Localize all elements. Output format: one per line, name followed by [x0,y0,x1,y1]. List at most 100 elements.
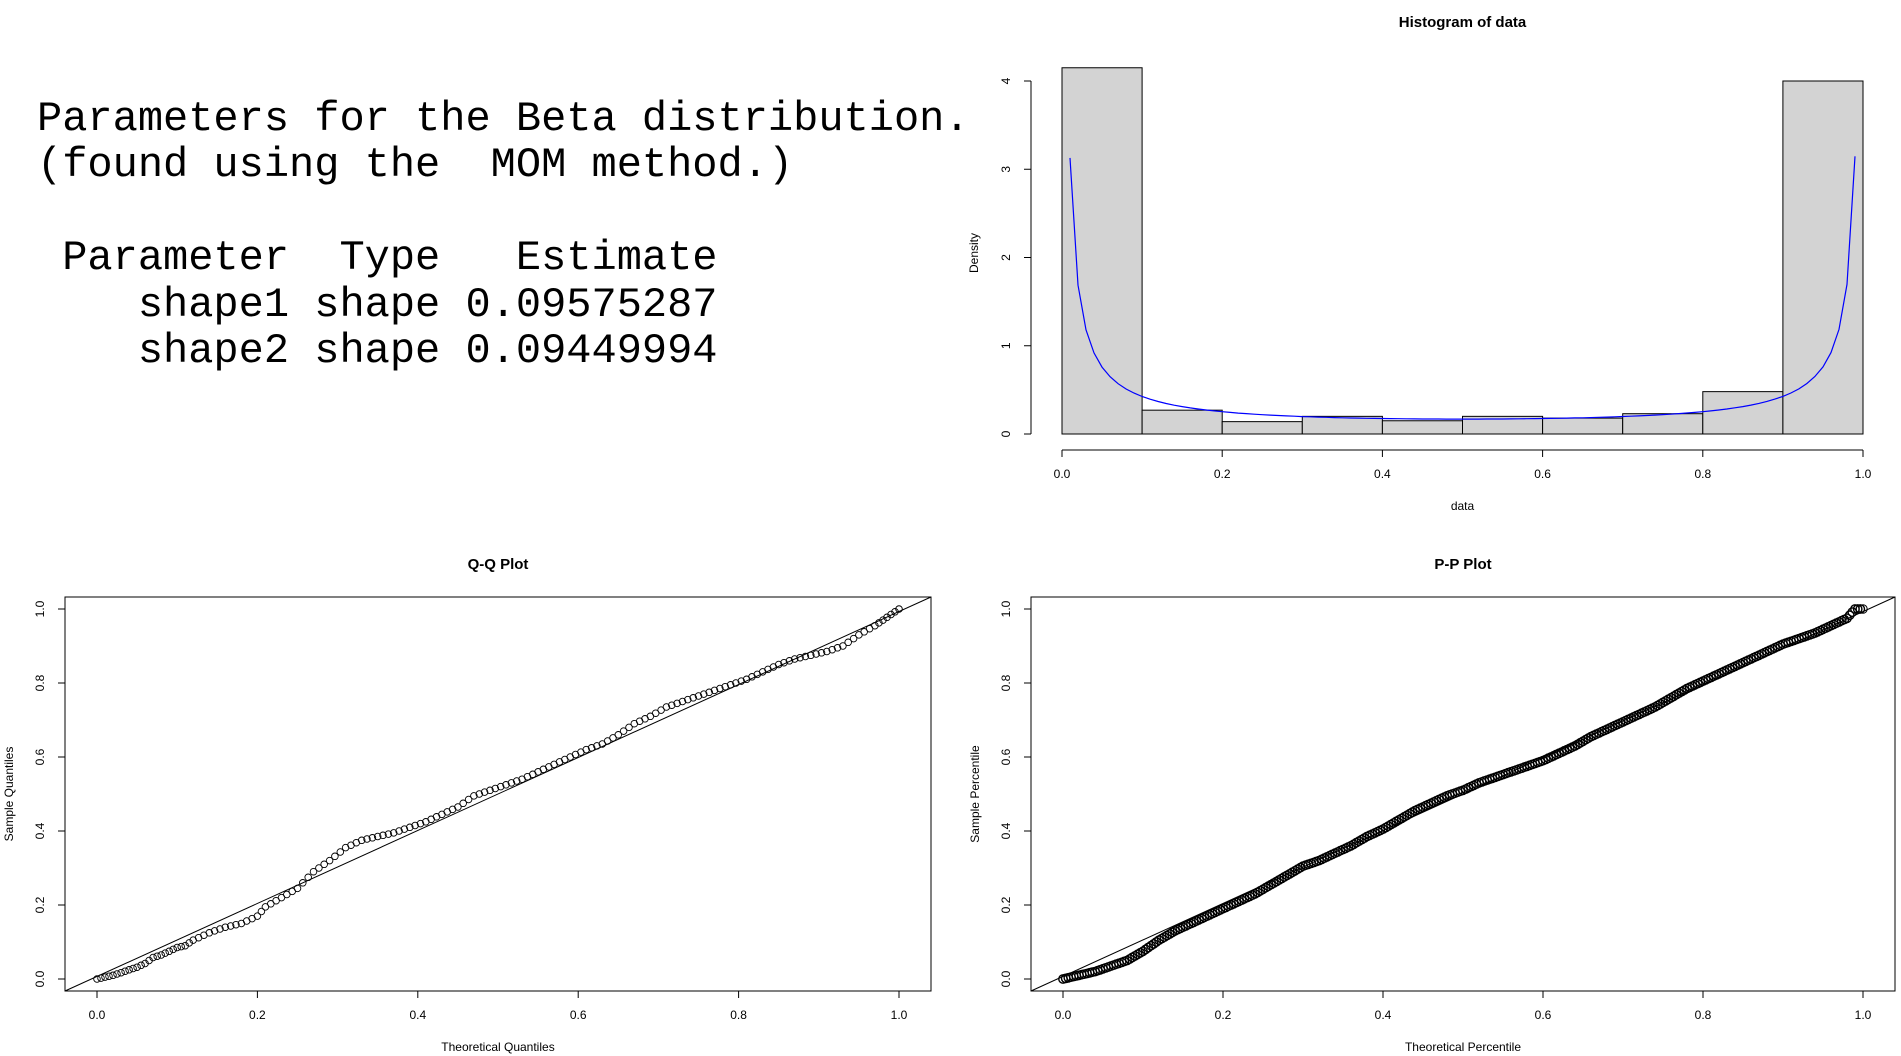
qq-plot-point [496,782,505,791]
pp-plot-point [1396,813,1407,824]
qq-plot-point [464,795,473,804]
qq-plot-point [887,610,895,619]
qq-plot-frame [64,596,932,992]
qq-plot-point [400,825,409,833]
qq-plot-point [315,864,323,872]
qq-plot-point [117,968,125,977]
qq-plot-y-tick-label: 0.4 [33,822,47,839]
qq-plot-point [109,971,117,980]
qq-plot-point [320,860,328,869]
qq-plot-point [614,731,623,739]
pp-plot-y-tick-label: 0.6 [999,748,1013,765]
histogram-x-tick-label: 0.0 [1054,467,1071,481]
histogram-bar [1702,391,1784,435]
qq-plot-point [210,927,219,935]
qq-plot-point [153,952,161,960]
histogram-x-label: data [1451,499,1475,513]
qq-plot-point [368,834,377,842]
pp-plot-x-tick-label: 0.4 [1375,1008,1392,1022]
qq-plot-point [673,699,681,708]
pp-plot-x-tick-label: 0.8 [1695,1008,1712,1022]
qq-plot-point [705,688,713,697]
pp-plot-frame [1030,596,1896,992]
qq-plot-point [101,973,109,981]
qq-plot-point [389,829,398,837]
density-curve [1069,156,1856,420]
qq-plot-x-label: Theoretical Quantiles [441,1040,554,1054]
histogram-x-tick-label: 1.0 [1855,467,1872,481]
qq-plot-point [331,852,339,861]
qq-plot-point [737,677,746,685]
qq-plot-point [833,644,842,652]
qq-plot-point [226,922,235,930]
histogram-bar [1542,417,1624,435]
qq-plot-point [710,686,719,695]
qq-plot-point [593,742,601,750]
qq-plot-point [336,848,345,856]
parameters-panel: Parameters for the Beta distribution. (f… [0,0,970,528]
qq-plot-y-label: Sample Quantiles [2,747,16,842]
qq-plot-point [849,634,858,643]
histogram-x-tick-label: 0.6 [1534,467,1551,481]
qq-plot-point [839,642,847,650]
qq-plot-point [293,884,302,893]
qq-plot-point [454,803,462,811]
qq-plot-point [253,912,262,920]
qq-plot-x-tick-label: 0.2 [249,1008,266,1022]
qq-plot-point [149,953,157,962]
qq-plot-point [774,660,783,669]
qq-plot-point [486,786,494,795]
qq-plot-point [363,835,371,843]
qq-plot-point [895,605,903,613]
pp-plot-title: P-P Plot [1434,556,1491,573]
qq-plot-point [411,821,419,830]
qq-plot-reference-group [64,596,932,992]
histogram-bar [1381,420,1464,435]
qq-plot-point [97,974,105,982]
qq-plot-point [157,951,165,959]
qq-plot-point [502,781,510,789]
pp-plot-point [1847,607,1858,617]
pp-plot-y-tick-label: 0.8 [999,674,1013,691]
pp-plot-y-tick-label: 0.0 [999,970,1013,987]
qq-plot-point [161,949,169,957]
histogram-x-tick-label: 0.8 [1694,467,1711,481]
qq-plot-x-tick-label: 0.4 [409,1008,426,1022]
pp-plot-point [1842,613,1852,624]
pp-plot-x-label: Theoretical Percentile [1405,1040,1521,1054]
qq-plot-point [177,942,185,951]
pp-plot-point [1388,818,1399,828]
pp-plot-point [1852,604,1863,614]
pp-plot-y-tick-label: 0.2 [999,896,1013,913]
pp-plot-point [1855,604,1866,614]
qq-plot-point [662,703,671,711]
histogram-x-tick-label: 0.2 [1214,467,1231,481]
qq-plot-point [105,972,113,980]
qq-plot-point [232,920,240,929]
pp-plot-point [1348,839,1359,850]
qq-plot-point [216,925,224,933]
qq-plot-point [883,613,891,622]
qq-plot-point [716,684,724,693]
pp-plot-x-tick-label: 0.6 [1535,1008,1552,1022]
histogram-y-tick-label: 4 [999,77,1013,84]
qq-plot-y-tick-label: 0.6 [33,748,47,765]
qq-plot-point [459,799,467,808]
histogram-y-tick-label: 1 [999,342,1013,349]
qq-plot-point [678,697,687,706]
histogram-y-label: Density [967,233,981,273]
qq-plot-point [470,792,478,800]
qq-plot-point [165,947,173,956]
qq-plot-point [817,649,826,657]
qq-plot-point [587,744,596,752]
qq-plot-point [379,831,387,840]
pp-plot-point [1668,691,1679,702]
qq-plot-point [395,827,403,835]
pp-plot-point [1284,869,1295,879]
qq-plot-point [785,657,794,665]
histogram-title: Histogram of data [1399,14,1527,31]
histogram-y-tick-label: 3 [999,166,1013,173]
histogram-x-tick-label: 0.4 [1374,467,1391,481]
histogram-y-tick-label: 2 [999,254,1013,261]
